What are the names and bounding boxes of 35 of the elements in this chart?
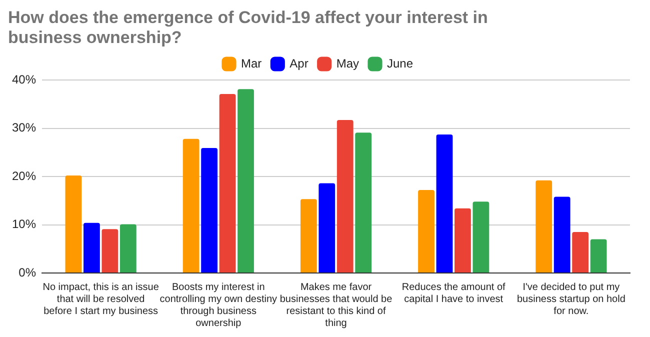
bar (436, 134, 453, 272)
x-tick-label: Reduces the amount of capital I have to invest (402, 282, 506, 305)
bar (318, 183, 336, 272)
x-tick-label: No impact, this is an issue that will be resolved before I start my business (42, 282, 160, 317)
x-tick-label: Boosts my interest in controlling my own destiny through business ownership (160, 282, 278, 329)
y-tick-label: 20% (12, 168, 36, 183)
chart-title: How does the emergence of Covid-19 affect your interest in business ownership? (8, 8, 489, 48)
bar (201, 148, 218, 272)
y-tick-label: 0% (18, 265, 36, 280)
bar (590, 239, 607, 272)
bar (454, 208, 471, 272)
legend-label: Mar (240, 56, 262, 70)
bar (336, 120, 354, 272)
legend-label: Apr (290, 56, 308, 70)
bar (219, 94, 236, 272)
y-tick-label: 10% (12, 217, 36, 232)
bar (572, 232, 589, 272)
bar (84, 222, 100, 272)
bar (554, 196, 570, 272)
bar (65, 176, 82, 272)
x-tick-label: Makes me favor businesses that would be resistant to this kind of thing (280, 282, 393, 329)
bar (300, 199, 317, 272)
bar (536, 180, 552, 272)
bar (418, 190, 434, 272)
bar (472, 202, 490, 272)
bar (102, 229, 118, 272)
bar (355, 132, 372, 272)
y-tick-label: 30% (12, 120, 36, 135)
bar (238, 89, 254, 272)
legend-label: May (336, 56, 359, 70)
y-tick-label: 40% (12, 72, 36, 86)
legend-label: June (386, 56, 414, 70)
x-tick-label: I've decided to put my business startup on hold for now. (517, 282, 626, 317)
bar (182, 138, 200, 272)
bar (120, 224, 136, 272)
